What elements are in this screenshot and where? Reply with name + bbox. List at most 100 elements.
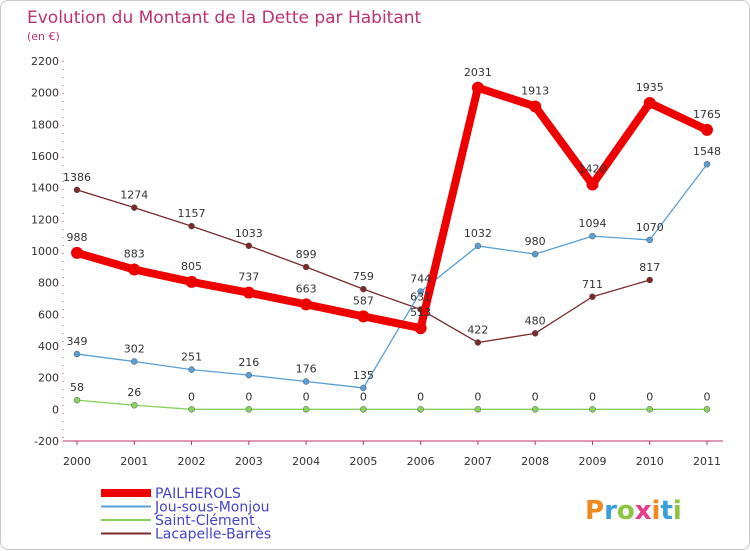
data-point (586, 178, 599, 191)
data-label: 980 (525, 235, 546, 248)
proxiti-logo: Proxiti (585, 496, 682, 526)
data-label: 744 (410, 273, 431, 286)
data-label: 1765 (693, 108, 721, 121)
data-label: 480 (525, 314, 546, 327)
data-label: 1420 (578, 163, 606, 176)
y-tick-label: 2200 (31, 55, 59, 68)
data-point (357, 310, 370, 323)
logo-letter: P (585, 496, 604, 526)
data-point (302, 406, 310, 413)
legend-label: Lacapelle-Barrès (155, 527, 271, 543)
data-point (471, 81, 484, 94)
x-tick-label: 2006 (407, 455, 435, 468)
data-point (245, 371, 253, 379)
data-point (531, 330, 539, 337)
series-line (76, 399, 708, 410)
data-point (188, 366, 195, 373)
data-point (300, 298, 313, 311)
data-point (73, 186, 81, 194)
x-tick-label: 2000 (63, 455, 91, 468)
data-label: 1157 (178, 207, 206, 220)
data-point (531, 406, 539, 413)
legend-item-pailherols: PAILHEROLS (101, 486, 241, 502)
data-label: 216 (238, 356, 259, 369)
legend-item-saint-cl-ment: Saint-Clément (101, 513, 255, 529)
logo-text: Proxiti (585, 496, 682, 526)
series-saint-cl-ment (73, 396, 711, 413)
legend-label: Saint-Clément (155, 513, 255, 529)
data-label: 0 (188, 390, 195, 403)
legend-item-jou-sous-monjou: Jou-sous-Monjou (101, 500, 270, 516)
data-point (646, 406, 653, 413)
data-point (245, 242, 253, 250)
data-point (131, 401, 138, 409)
data-label: 1935 (636, 81, 664, 94)
data-point (646, 236, 653, 244)
y-tick-label: 1600 (31, 150, 59, 163)
logo-letter: r (604, 496, 617, 526)
y-tick-label: 2000 (31, 87, 59, 100)
logo-letter: i (652, 496, 661, 526)
data-label: 988 (67, 231, 88, 244)
data-point (643, 96, 656, 109)
data-label: 251 (181, 351, 202, 364)
legend: PAILHEROLSJou-sous-MonjouSaint-ClémentLa… (101, 486, 271, 543)
data-label: 711 (582, 278, 603, 291)
data-point (73, 396, 81, 404)
x-tick-label: 2008 (521, 455, 549, 468)
data-label: 0 (360, 390, 367, 403)
data-point (245, 406, 253, 413)
data-point (417, 288, 424, 295)
series-line (76, 163, 708, 389)
data-label: 0 (245, 390, 252, 403)
data-point (589, 293, 596, 301)
data-point (188, 222, 195, 230)
data-point (242, 286, 255, 299)
x-tick-label: 2007 (464, 455, 492, 468)
x-tick-label: 2001 (120, 455, 148, 468)
y-tick-label: 800 (38, 277, 59, 290)
data-label: 805 (181, 260, 202, 273)
data-label: 0 (646, 390, 653, 403)
data-point (360, 384, 367, 392)
data-label: 883 (124, 248, 145, 261)
series-line (73, 83, 711, 333)
y-tick-label: -200 (34, 435, 59, 448)
data-point (703, 406, 711, 413)
y-tick-label: 600 (38, 308, 59, 321)
series-layer (71, 81, 713, 413)
x-tick-label: 2003 (235, 455, 263, 468)
y-tick-label: 0 (52, 403, 59, 416)
logo-letter: i (673, 496, 682, 526)
data-point (474, 406, 482, 413)
series-pailherols (71, 81, 713, 335)
data-label: 26 (127, 386, 141, 399)
legend-label: PAILHEROLS (155, 486, 241, 502)
data-label: 302 (124, 343, 145, 356)
data-point (302, 263, 310, 271)
data-label: 1094 (578, 217, 606, 230)
data-label: 0 (704, 390, 711, 403)
data-label: 1032 (464, 227, 492, 240)
data-point (474, 339, 482, 346)
logo-letter: o (617, 496, 635, 526)
data-label: 737 (238, 271, 259, 284)
data-label: 0 (417, 390, 424, 403)
data-point (474, 242, 482, 250)
y-tick-label: 1000 (31, 245, 59, 258)
data-label: 135 (353, 369, 374, 382)
data-point (701, 123, 713, 136)
data-point (302, 378, 310, 385)
data-point (360, 285, 367, 293)
data-label: 1070 (636, 221, 664, 234)
data-point (414, 322, 427, 335)
data-label: 759 (353, 270, 374, 283)
x-tick-label: 2011 (693, 455, 721, 468)
y-tick-label: 1400 (31, 182, 59, 195)
series-jou-sous-monjou (73, 160, 711, 392)
logo-letter: x (635, 496, 652, 526)
x-tick-label: 2002 (178, 455, 206, 468)
data-label: 0 (303, 390, 310, 403)
